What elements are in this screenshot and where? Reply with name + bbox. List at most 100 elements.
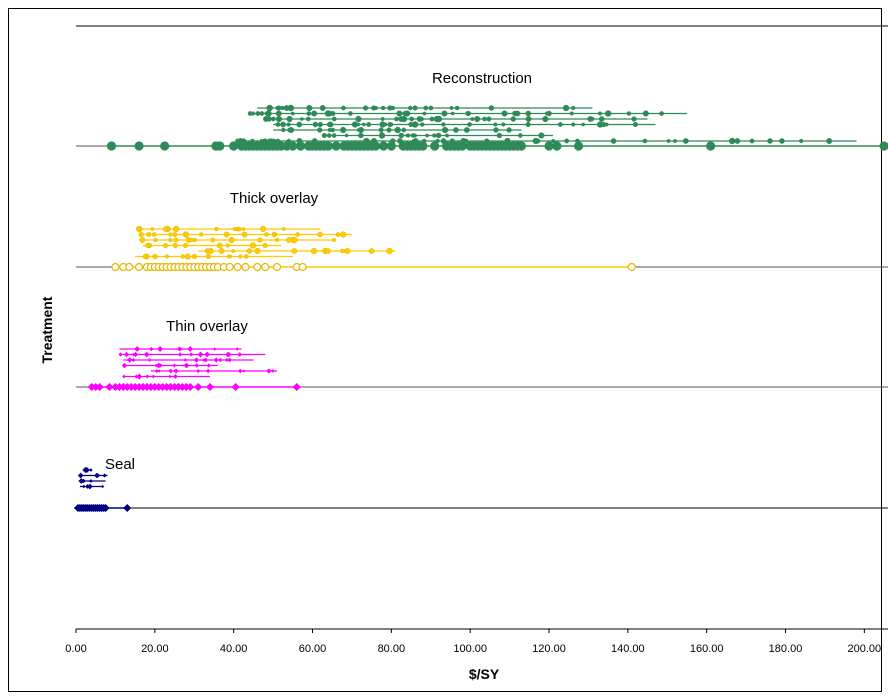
range-marker	[432, 133, 437, 138]
range-marker	[168, 368, 174, 374]
range-marker	[278, 117, 283, 121]
range-marker	[235, 347, 239, 351]
range-marker	[501, 122, 506, 127]
range-marker	[450, 111, 455, 116]
range-marker	[77, 472, 84, 479]
range-marker	[191, 253, 198, 260]
range-marker	[344, 248, 351, 254]
range-marker	[564, 138, 570, 144]
range-marker	[321, 132, 327, 139]
range-marker	[571, 105, 576, 111]
range-marker	[463, 127, 470, 133]
range-marker	[517, 133, 523, 138]
range-marker	[172, 363, 177, 368]
x-tick-label: 20.00	[141, 643, 169, 655]
range-marker	[610, 138, 617, 144]
range-marker	[673, 139, 678, 143]
range-marker	[281, 227, 286, 231]
range-marker	[401, 127, 407, 133]
range-marker	[358, 132, 364, 139]
range-marker	[341, 105, 346, 111]
range-marker	[728, 137, 736, 145]
range-marker	[238, 254, 243, 259]
range-marker	[241, 227, 246, 231]
range-marker	[631, 116, 637, 122]
range-marker	[168, 232, 173, 237]
x-tick-label: 200.00	[848, 643, 882, 655]
range-marker	[362, 105, 369, 111]
range-marker	[173, 237, 179, 243]
range-marker	[132, 351, 139, 358]
range-marker	[598, 116, 605, 122]
range-marker	[157, 346, 163, 352]
x-tick-label: 140.00	[611, 643, 645, 655]
range-marker	[501, 110, 508, 117]
x-tick-label: 0.00	[65, 643, 86, 655]
range-marker	[197, 351, 204, 358]
range-marker	[317, 121, 323, 128]
range-marker	[428, 105, 434, 111]
range-marker	[470, 117, 475, 121]
range-marker	[146, 231, 152, 238]
range-marker	[147, 358, 152, 362]
range-marker	[449, 106, 454, 110]
data-point	[331, 141, 341, 151]
range-marker	[275, 122, 281, 127]
range-marker	[374, 106, 379, 110]
range-marker	[82, 484, 86, 489]
range-marker	[312, 121, 319, 128]
range-marker	[380, 105, 386, 111]
range-marker	[331, 133, 337, 138]
range-marker	[151, 232, 157, 237]
range-marker	[189, 237, 194, 243]
range-marker	[83, 467, 90, 473]
range-marker	[121, 362, 128, 369]
range-marker	[355, 115, 362, 123]
range-marker	[184, 253, 191, 260]
range-marker	[749, 138, 755, 144]
data-point	[261, 262, 270, 272]
range-marker	[299, 117, 304, 121]
range-marker	[306, 111, 312, 116]
range-marker	[189, 352, 194, 357]
range-marker	[356, 128, 361, 132]
range-marker	[194, 363, 199, 368]
range-marker	[587, 116, 594, 122]
range-marker	[250, 111, 256, 116]
range-marker	[118, 352, 123, 357]
range-marker	[210, 237, 216, 243]
range-marker	[441, 110, 448, 117]
data-point	[215, 141, 225, 151]
data-point	[101, 503, 110, 513]
data-point	[292, 382, 301, 392]
range-marker	[237, 368, 243, 374]
range-marker	[542, 115, 549, 123]
range-marker	[180, 254, 185, 259]
range-marker	[474, 115, 481, 123]
range-marker	[534, 138, 541, 144]
range-marker	[275, 110, 282, 117]
x-tick-label: 160.00	[690, 643, 724, 655]
range-marker	[378, 127, 384, 133]
data-point	[627, 262, 636, 272]
series-label: Seal	[105, 456, 135, 473]
range-marker	[242, 369, 246, 373]
range-marker	[165, 254, 170, 259]
range-marker	[85, 484, 90, 489]
data-point	[430, 141, 440, 151]
range-marker	[351, 121, 359, 128]
range-marker	[642, 138, 648, 144]
range-marker	[435, 132, 442, 139]
range-marker	[280, 121, 286, 128]
range-marker	[325, 248, 331, 254]
range-marker	[212, 347, 217, 351]
range-marker	[496, 132, 503, 139]
range-marker	[306, 104, 313, 112]
range-marker	[340, 126, 347, 134]
range-marker	[435, 115, 443, 123]
range-marker	[89, 468, 93, 472]
range-marker	[155, 362, 162, 369]
range-marker	[266, 116, 272, 122]
range-marker	[423, 105, 429, 111]
range-marker	[176, 346, 182, 352]
